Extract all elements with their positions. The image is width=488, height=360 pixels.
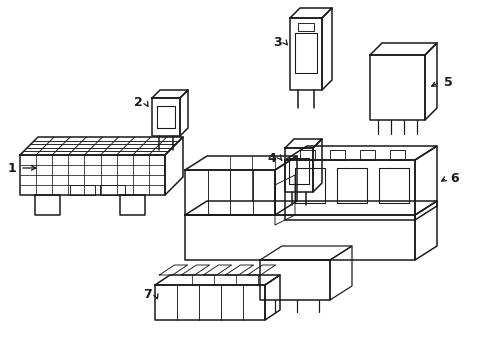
Text: 2: 2 (133, 96, 142, 109)
Text: 6: 6 (450, 171, 458, 184)
Text: 3: 3 (272, 36, 281, 49)
Text: 7: 7 (143, 288, 152, 302)
Text: 4: 4 (267, 152, 276, 165)
Text: 5: 5 (443, 76, 451, 89)
Text: 1: 1 (8, 162, 16, 175)
